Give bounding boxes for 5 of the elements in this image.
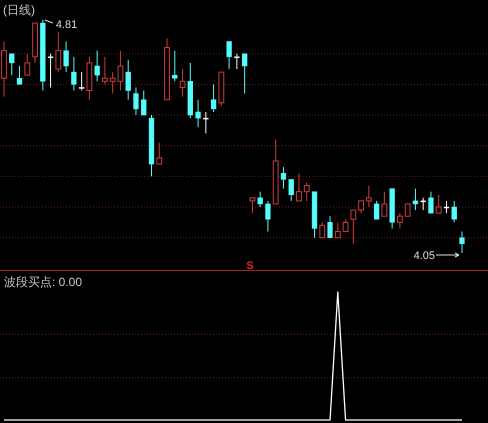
text: S	[246, 260, 254, 272]
annotation: 4.05	[414, 250, 435, 262]
chart-title: 波段买点: 0.00	[4, 275, 82, 289]
chart-title: (日线)	[3, 3, 35, 17]
annotation: 4.81	[56, 19, 78, 31]
